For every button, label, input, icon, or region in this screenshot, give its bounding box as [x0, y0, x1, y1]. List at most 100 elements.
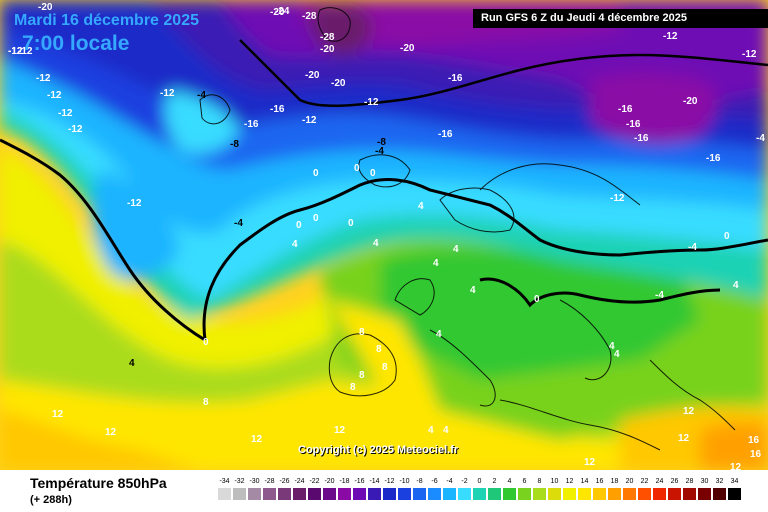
forecast-date: Mardi 16 décembre 2025 — [14, 12, 199, 29]
isotherm-label: -4 — [197, 90, 206, 101]
legend-tick-label: 18 — [610, 478, 619, 485]
isotherm-label: 4 — [418, 201, 424, 212]
legend-tick-label: -34 — [219, 478, 230, 485]
isotherm-label: -4 — [756, 133, 765, 144]
isotherm-label: 8 — [382, 362, 388, 373]
zero-isotherm-south — [479, 277, 721, 308]
isotherm-label: -12 — [58, 108, 73, 119]
legend-tick-label: 6 — [522, 478, 527, 485]
coastlines — [199, 7, 736, 451]
legend-swatch — [263, 488, 276, 500]
legend-tick-label: -14 — [369, 478, 380, 485]
isotherm-label: 4 — [609, 341, 615, 352]
legend-tick-label: -2 — [461, 478, 468, 485]
isotherm-label: -20 — [305, 70, 320, 81]
isotherm-label: -12 — [302, 115, 317, 126]
legend-swatch — [398, 488, 411, 500]
legend-swatch — [653, 488, 666, 500]
isotherm-label: -20 — [331, 78, 346, 89]
zero-isotherm-west — [0, 138, 206, 342]
isotherm-label: 12 — [105, 427, 117, 438]
isotherm-label: -8 — [230, 139, 239, 150]
isotherm-label: 8 — [350, 382, 356, 393]
legend-tick-label: -6 — [431, 478, 438, 485]
isotherm-label: -12 — [8, 46, 23, 57]
legend-tick-label: -26 — [279, 478, 290, 485]
legend-swatch — [608, 488, 621, 500]
isotherm-label: -16 — [634, 133, 649, 144]
legend-tick-label: -4 — [446, 478, 453, 485]
isotherm-label: 4 — [614, 349, 620, 360]
isotherm-label: -16 — [244, 119, 259, 130]
isotherm-label: 12 — [251, 434, 263, 445]
isotherm-label: 4 — [292, 239, 298, 250]
legend-swatch — [458, 488, 471, 500]
isotherm-label: -4 — [234, 218, 243, 229]
isotherm-label: 8 — [203, 397, 209, 408]
isotherm-label: -12 — [36, 73, 51, 84]
legend-swatch — [728, 488, 741, 500]
isotherm-label: -12 — [8, 46, 23, 57]
isotherm-label: 4 — [443, 425, 449, 436]
legend-swatch — [638, 488, 651, 500]
legend-swatch — [623, 488, 636, 500]
legend-swatch — [338, 488, 351, 500]
isotherm-label: -20 — [683, 96, 698, 107]
isotherm-label: 4 — [453, 244, 459, 255]
isotherm-label: 12 — [678, 433, 690, 444]
parameter-name: Température 850hPa — [30, 475, 167, 491]
legend-swatch — [308, 488, 321, 500]
legend-swatch — [518, 488, 531, 500]
legend-swatch — [383, 488, 396, 500]
isotherm-label: -20 — [400, 43, 415, 54]
legend-swatch — [368, 488, 381, 500]
isotherm-label: 0 — [724, 231, 730, 242]
isotherm-label: -20 — [270, 7, 285, 18]
legend-swatch — [473, 488, 486, 500]
legend-tick-label: -12 — [384, 478, 395, 485]
legend-swatch — [293, 488, 306, 500]
isotherm-label: 4 — [733, 280, 739, 291]
legend-tick-label: -28 — [264, 478, 275, 485]
legend-swatch — [563, 488, 576, 500]
legend-tick-label: 10 — [550, 478, 559, 485]
isotherm-label: 4 — [373, 238, 379, 249]
legend-tick-label: -30 — [249, 478, 260, 485]
legend-tick-label: 8 — [537, 478, 542, 485]
isotherm-label: -12 — [364, 97, 379, 108]
isotherm-label: 16 — [750, 449, 762, 460]
legend-tick-label: 12 — [565, 478, 574, 485]
isotherm-label: -12 — [68, 124, 83, 135]
legend-tick-label: 14 — [580, 478, 589, 485]
isotherm-label: 4 — [129, 358, 135, 369]
legend-swatch — [578, 488, 591, 500]
isotherm-label: -20 — [320, 44, 335, 55]
legend-tick-label: 32 — [715, 478, 724, 485]
minus20-isotherm — [239, 39, 768, 107]
model-run-banner: Run GFS 6 Z du Jeudi 4 décembre 2025 — [473, 9, 768, 28]
legend-swatch — [683, 488, 696, 500]
legend-swatch — [713, 488, 726, 500]
isotherm-label: 0 — [348, 218, 354, 229]
legend-tick-label: -20 — [324, 478, 335, 485]
isotherm-label: -12 — [610, 193, 625, 204]
isotherm-label: 12 — [730, 462, 742, 470]
isotherm-label: -12 — [127, 198, 142, 209]
isotherm-label: 8 — [376, 344, 382, 355]
legend-tick-label: 20 — [625, 478, 634, 485]
isotherm-label: -12 — [47, 90, 62, 101]
legend-tick-label: 0 — [477, 478, 482, 485]
legend-tick-label: -24 — [294, 478, 305, 485]
isotherm-label: 0 — [313, 168, 319, 179]
legend-swatch — [668, 488, 681, 500]
legend-tick-label: -32 — [234, 478, 245, 485]
legend-tick-label: 30 — [700, 478, 709, 485]
isotherm-label: 0 — [203, 337, 209, 348]
isotherm-label: 4 — [433, 258, 439, 269]
legend-tick-label: 26 — [670, 478, 679, 485]
legend-swatch — [428, 488, 441, 500]
legend-tick-label: 16 — [595, 478, 604, 485]
isotherm-label: -12 — [18, 46, 33, 57]
isotherm-label: -4 — [688, 242, 697, 253]
legend-tick-label: 24 — [655, 478, 664, 485]
